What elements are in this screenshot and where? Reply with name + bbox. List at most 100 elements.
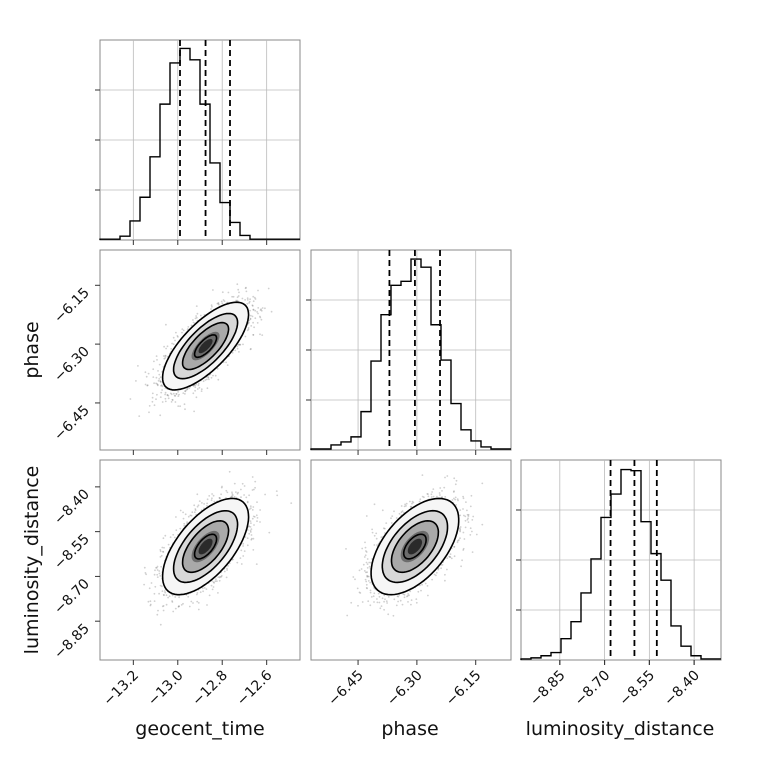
scatter-point [223,300,226,302]
scatter-point [256,322,259,324]
scatter-point [147,372,150,375]
histogram-step [310,258,511,450]
scatter-point [159,380,162,383]
scatter-point [237,295,240,297]
scatter-point [232,494,234,496]
scatter-point [237,491,240,494]
scatter-point [248,300,251,303]
scatter-point [202,380,205,383]
scatter-point [251,509,254,511]
scatter-point [197,382,200,385]
scatter-point [253,326,256,329]
scatter-point [177,405,180,407]
scatter-point [250,534,253,536]
scatter-point [206,387,209,390]
scatter-point [206,504,208,507]
scatter-point [218,576,221,579]
scatter-point [163,345,166,348]
scatter-point [198,386,201,389]
scatter-point [188,387,191,390]
scatter-point [195,316,198,319]
scatter-point [260,318,263,321]
histogram-step [99,47,300,240]
scatter-point [249,298,252,301]
scatter-point [255,514,258,517]
scatter-point [251,315,254,318]
scatter-point [231,351,234,354]
scatter-point [167,397,170,400]
scatter-point [252,300,255,303]
scatter-point [250,538,253,541]
scatter-point [206,604,208,606]
scatter-point [242,343,244,346]
scatter-point [221,302,224,305]
scatter-point [167,543,170,546]
scatter-point [159,623,162,626]
scatter-point [157,379,160,382]
scatter-point [161,401,164,403]
scatter-point [275,490,278,492]
scatter-point [146,384,149,387]
scatter-point [254,480,257,483]
panels-layer [95,39,722,665]
scatter-point [249,317,252,320]
scatter-point [159,380,162,382]
scatter-point [259,316,262,319]
scatter-point [164,590,166,592]
scatter-point [172,343,175,346]
scatter-point [206,498,209,501]
scatter-point [204,379,207,381]
scatter-point [164,357,167,359]
scatter-point [156,569,159,571]
scatter-point [144,371,147,374]
scatter-point [240,488,242,491]
scatter-point [241,297,244,300]
scatter-point [161,546,164,549]
scatter-point [208,594,211,597]
scatter-point [137,365,139,367]
scatter-point [171,398,174,401]
scatter-point [184,513,187,516]
scatter-point [166,394,169,396]
scatter-point [156,565,159,568]
scatter-point [220,300,223,303]
scatter-point [237,343,240,346]
scatter-point [203,587,206,589]
scatter-point [246,537,249,540]
scatter-point [252,537,255,540]
scatter-point [171,399,174,401]
scatter-point [249,505,252,508]
scatter-point [250,522,252,524]
scatter-point [227,291,230,294]
scatter-point [159,396,162,398]
scatter-point [199,314,202,317]
scatter-point [157,609,159,612]
scatter-point [252,334,255,336]
scatter-point [129,398,132,400]
scatter-point [159,584,162,587]
scatter-point [244,299,247,301]
scatter-point [179,509,182,512]
scatter-point [160,384,163,386]
scatter-point [252,321,255,324]
scatter-point [162,537,165,540]
scatter-point [223,570,226,573]
scatter-point [173,536,176,539]
scatter-point [178,596,181,599]
scatter-point [175,393,178,395]
scatter-point [155,376,158,379]
scatter-point [212,289,214,291]
scatter-point [242,555,245,557]
scatter-point [256,311,258,313]
scatter-point [202,590,205,593]
scatter-point [163,357,166,360]
scatter-point [264,307,266,310]
scatter-point [257,312,259,315]
scatter-point [267,287,270,290]
scatter-point [164,355,167,357]
scatter-point [252,308,255,311]
scatter-point [167,394,170,397]
scatter-point [220,575,223,578]
scatter-point [259,315,261,318]
scatter-point [159,414,162,417]
